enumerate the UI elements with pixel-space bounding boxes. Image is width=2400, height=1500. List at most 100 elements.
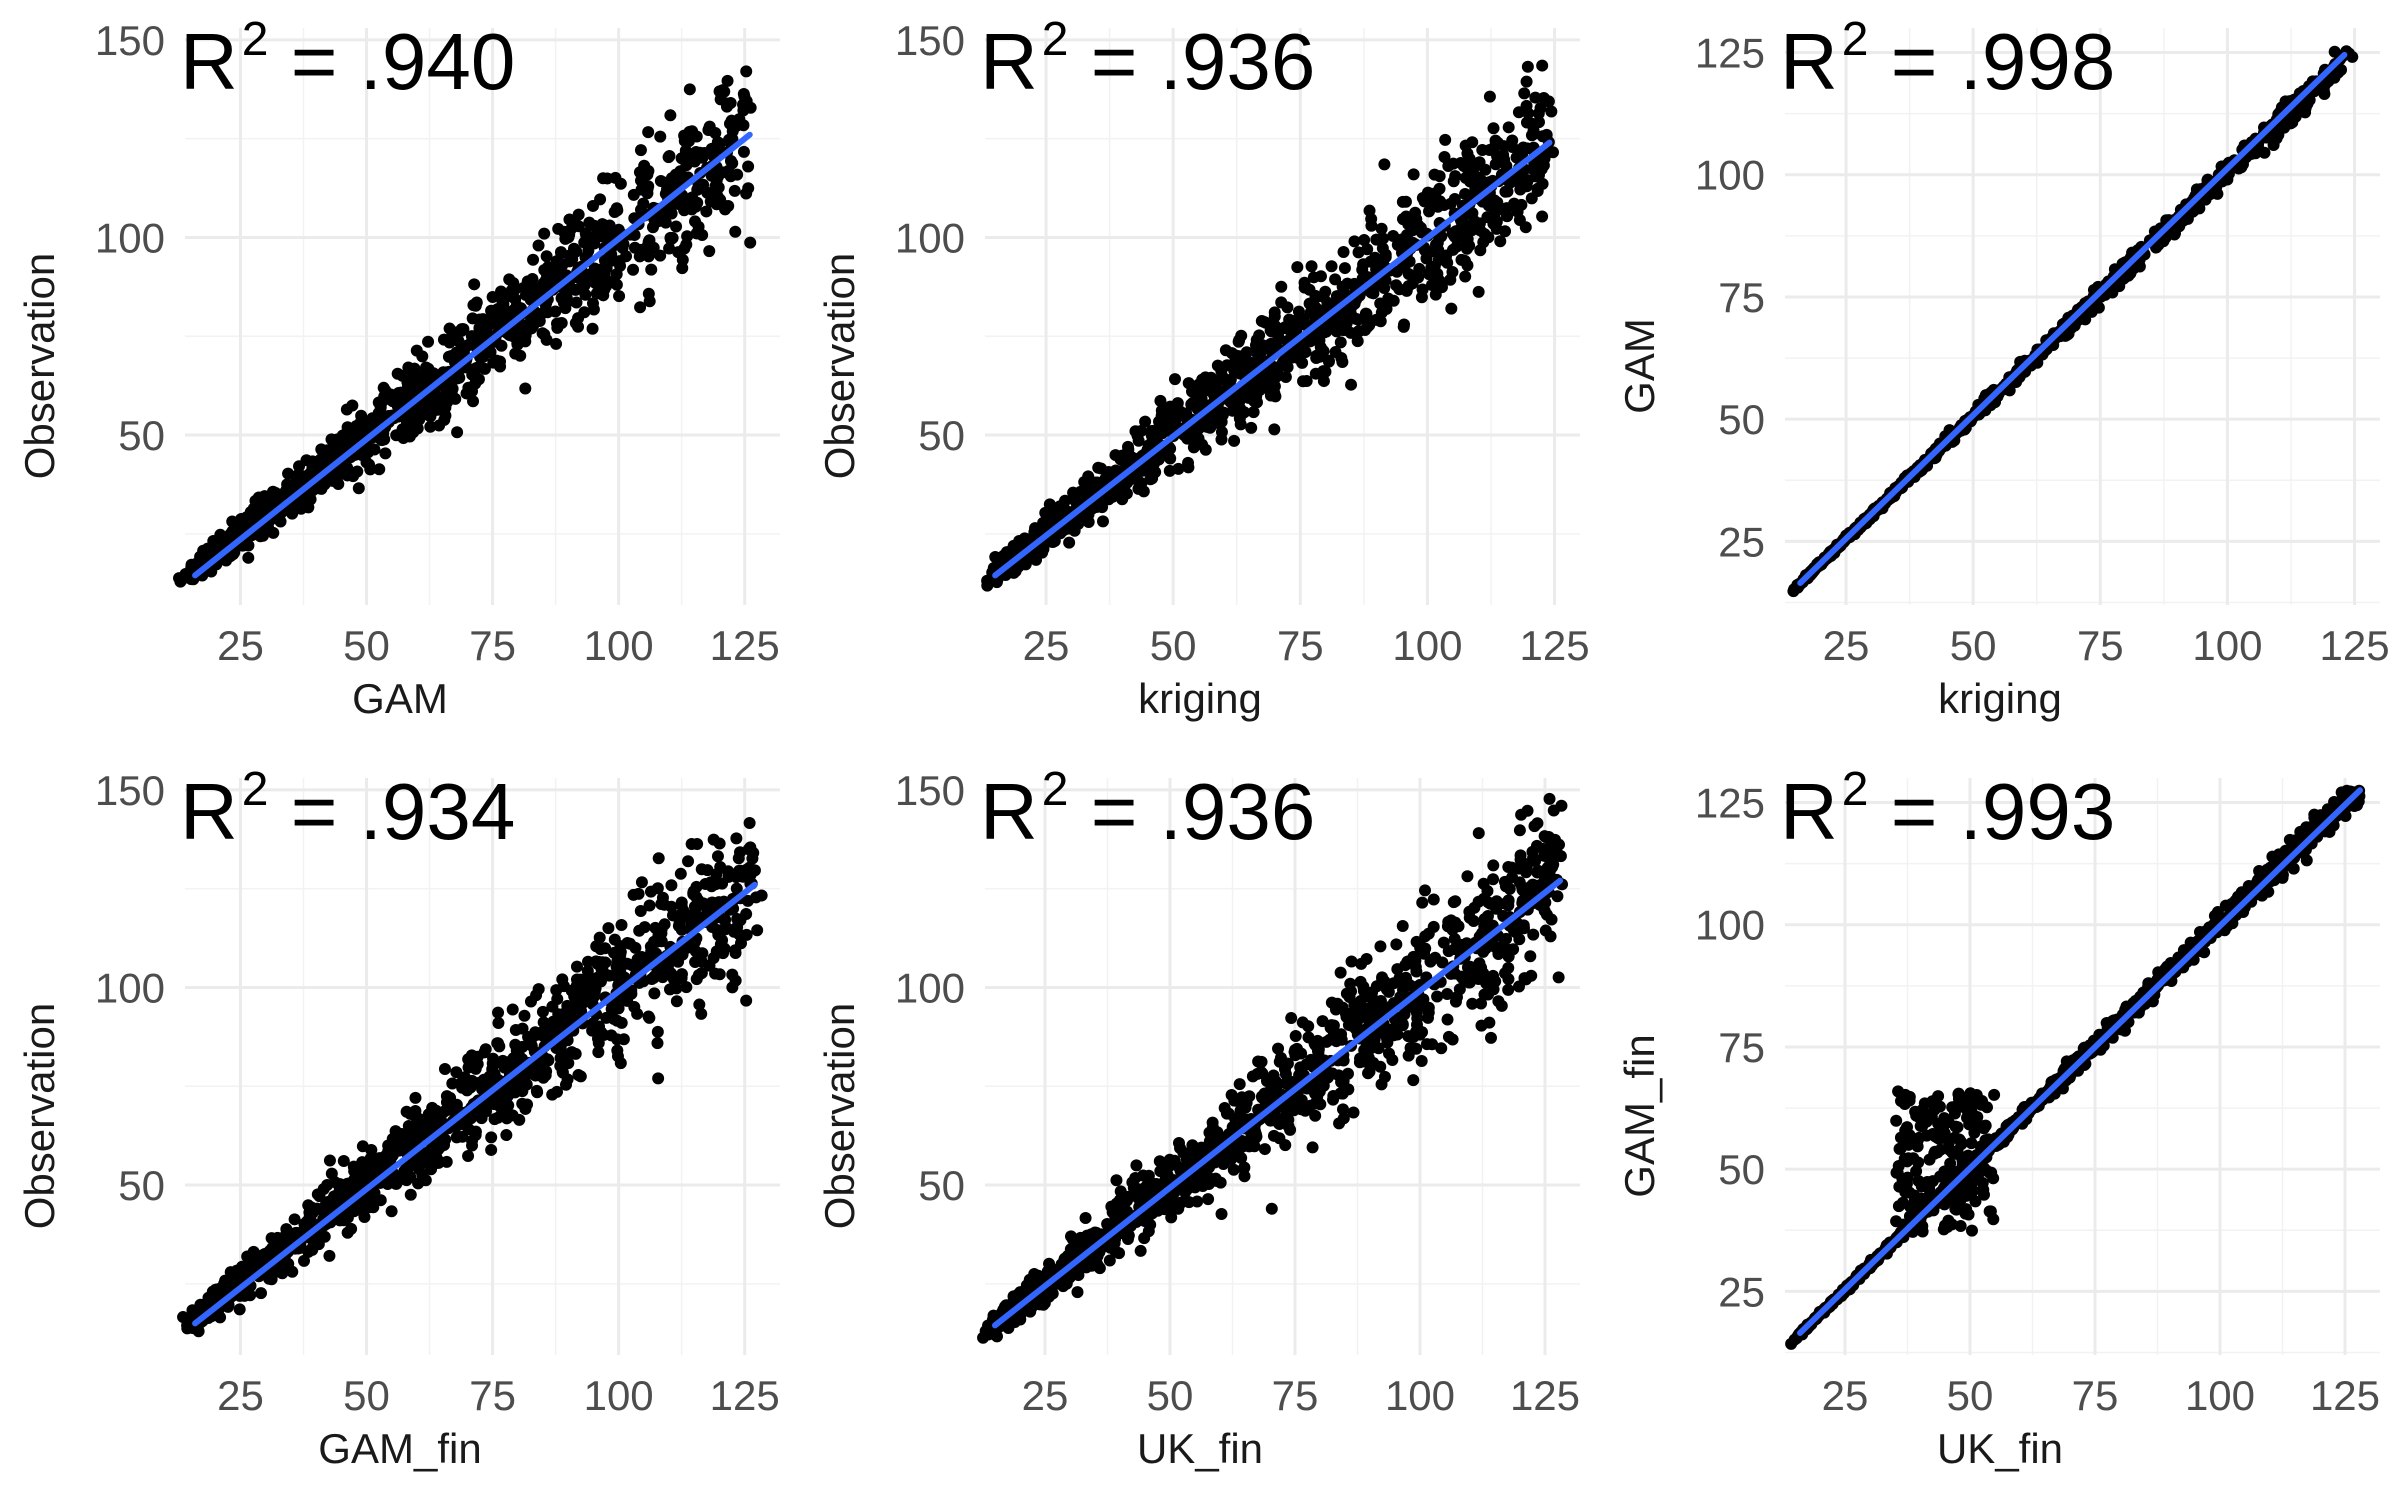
data-point (651, 1037, 664, 1050)
data-point (1501, 185, 1514, 198)
data-point (586, 199, 599, 212)
data-point (338, 1190, 351, 1203)
data-point (643, 899, 656, 912)
data-point (544, 1018, 557, 1031)
data-point (410, 421, 423, 434)
data-point (634, 144, 647, 157)
data-point (597, 289, 610, 302)
data-point (459, 341, 472, 354)
data-point (1532, 116, 1545, 129)
data-point (605, 1003, 618, 1016)
data-point (1427, 920, 1440, 933)
data-point (373, 463, 386, 476)
data-point (467, 395, 480, 408)
data-point (620, 250, 633, 263)
data-point (1295, 1094, 1308, 1107)
data-point (422, 362, 435, 375)
data-point (1446, 266, 1459, 279)
data-point (1335, 352, 1348, 365)
data-point (1421, 1011, 1434, 1024)
data-point (379, 447, 392, 460)
data-point (1336, 1103, 1349, 1116)
data-point (1239, 389, 1252, 402)
data-point (716, 934, 729, 947)
x-axis-label: kriging (1938, 675, 2062, 722)
data-point (1501, 210, 1514, 223)
data-point (728, 184, 741, 197)
y-tick-label: 50 (118, 1162, 165, 1209)
data-point (681, 230, 694, 243)
data-point (685, 838, 698, 851)
data-point (1487, 122, 1500, 135)
data-point (1402, 280, 1415, 293)
data-point (643, 295, 656, 308)
data-point (1247, 378, 1260, 391)
x-tick-label: 50 (343, 622, 390, 669)
data-point (1396, 213, 1409, 226)
data-point (1532, 169, 1545, 182)
data-point (446, 326, 459, 339)
data-point (665, 207, 678, 220)
data-point (572, 320, 585, 333)
data-point (1488, 207, 1501, 220)
panel-5: 25 50 75 100 125 50 100 150 R2 = .936 UK_fin Ob… (800, 750, 1600, 1500)
data-point (1330, 290, 1343, 303)
data-point (1370, 313, 1383, 326)
data-point (1356, 263, 1369, 276)
r2-label: R2 = .936 (980, 13, 1316, 106)
data-point (685, 917, 698, 930)
data-point (561, 999, 574, 1012)
data-point (603, 250, 616, 263)
data-point (1518, 87, 1531, 100)
data-point (532, 282, 545, 295)
data-point (1129, 425, 1142, 438)
data-point (690, 146, 703, 159)
data-point (181, 1322, 194, 1335)
data-point (456, 1081, 469, 1094)
data-point (501, 1090, 514, 1103)
y-axis-label: Observation (16, 252, 63, 480)
data-point (706, 896, 719, 909)
data-point (1021, 553, 1034, 566)
data-point (1397, 320, 1410, 333)
x-tick-label: 75 (1277, 622, 1324, 669)
data-point (395, 1134, 408, 1147)
data-point (722, 164, 735, 177)
data-point (682, 855, 695, 868)
data-point (450, 1131, 463, 1144)
data-point (356, 1140, 369, 1153)
data-point (1429, 288, 1442, 301)
data-point (1305, 260, 1318, 273)
data-point (1530, 156, 1543, 169)
data-point (1433, 170, 1446, 183)
data-point (593, 956, 606, 969)
data-point (360, 456, 373, 469)
data-point (424, 420, 437, 433)
data-point (579, 288, 592, 301)
data-point (1489, 158, 1502, 171)
x-tick-label: 100 (2192, 622, 2262, 669)
data-point (1159, 420, 1172, 433)
data-point (689, 200, 702, 213)
data-point (705, 142, 718, 155)
data-point (540, 250, 553, 263)
data-point (733, 846, 746, 859)
data-point (1282, 352, 1295, 365)
data-point (627, 188, 640, 201)
data-point (569, 283, 582, 296)
data-point (590, 940, 603, 953)
data-point (656, 891, 669, 904)
data-point (680, 941, 693, 954)
data-point (572, 1069, 585, 1082)
data-point (592, 224, 605, 237)
data-point (1536, 210, 1549, 223)
data-point (492, 1006, 505, 1019)
x-axis-label: kriging (1138, 675, 1262, 722)
x-tick-label: 125 (1520, 622, 1590, 669)
data-point (1284, 1123, 1297, 1136)
data-point (563, 228, 576, 241)
data-point (680, 981, 693, 994)
data-point (462, 1061, 475, 1074)
data-point (323, 1154, 336, 1167)
data-point (1444, 197, 1457, 210)
